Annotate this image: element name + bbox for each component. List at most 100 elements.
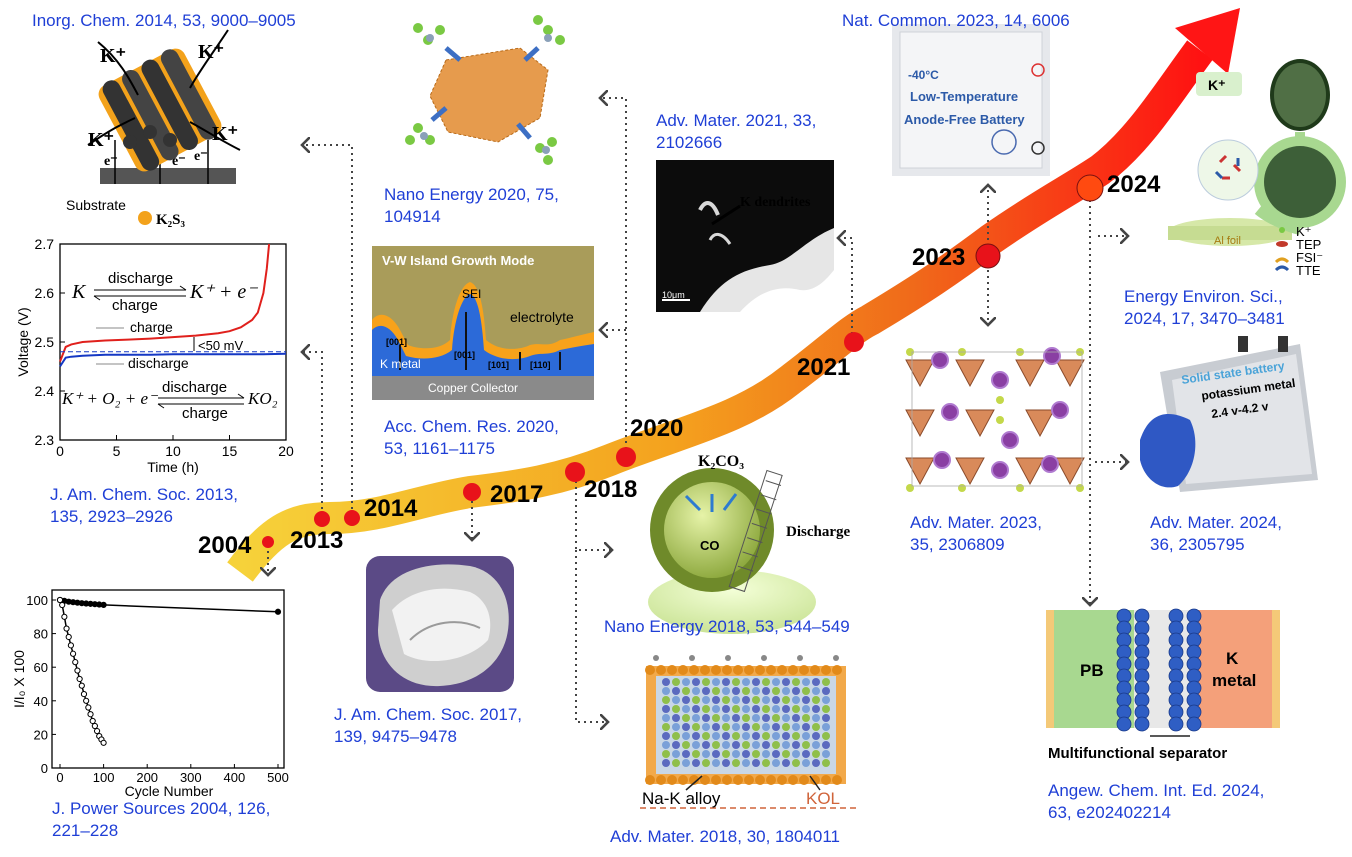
- nak-atom: [772, 723, 780, 731]
- node-2017: [463, 483, 481, 501]
- anion-atom: [1016, 484, 1024, 492]
- voltage-chart: 2.3 2.4 2.5 2.6 2.7 0 5 10 15 20 Time (h) Voltage (…: [15, 236, 294, 475]
- anion-atom: [996, 396, 1004, 404]
- cycle-xlabel: Cycle Number: [125, 783, 214, 799]
- kol-atom: [799, 775, 809, 785]
- nak-atom: [782, 696, 790, 704]
- discharge-label-2018: Discharge: [786, 524, 850, 540]
- kol-atom: [733, 665, 743, 675]
- ref-nano-2018: Nano Energy 2018, 53, 544–549: [604, 617, 850, 636]
- nak-atom: [682, 723, 690, 731]
- kol-atom: [744, 665, 754, 675]
- nak-atom: [672, 714, 680, 722]
- kol-atom: [667, 775, 677, 785]
- battery-2023-line1: Low-Temperature: [910, 89, 1018, 104]
- cycle-plot-frame: [51, 589, 285, 769]
- nak-atom: [812, 696, 820, 704]
- nak-atom: [752, 705, 760, 713]
- eq2-right: KO₂: [247, 389, 278, 408]
- nak-atom: [812, 705, 820, 713]
- separator-pb: PB: [1080, 661, 1104, 680]
- cycle-point-filled: [274, 608, 282, 615]
- eq1-discharge: discharge: [108, 270, 173, 287]
- nak-atom: [672, 732, 680, 740]
- year-2023: 2023: [912, 244, 965, 271]
- alfoil-leg-k: K⁺: [1296, 224, 1312, 239]
- nak-atom: [822, 678, 830, 686]
- k-atom: [1051, 401, 1069, 419]
- nak-atom: [722, 759, 730, 767]
- year-2018: 2018: [584, 476, 637, 503]
- vw-f001b: [001]: [454, 350, 475, 360]
- cycle-xtick-label: 500: [267, 770, 289, 785]
- cycle-xtick-label: 200: [136, 770, 158, 785]
- kol-atom: [711, 775, 721, 785]
- nak-atom: [702, 759, 710, 767]
- cycle-xtick-label: 400: [224, 770, 246, 785]
- nak-atom: [752, 723, 760, 731]
- nak-atom: [812, 714, 820, 722]
- ref-advmater-2018: Adv. Mater. 2018, 30, 1804011: [610, 827, 840, 846]
- voltage-xtick-label: 20: [278, 443, 294, 459]
- separator-bead: [1134, 716, 1150, 732]
- nak-atom: [692, 696, 700, 704]
- nak-atom: [822, 696, 830, 704]
- cycle-point-filled: [100, 601, 107, 608]
- kol-atom: [656, 775, 666, 785]
- nak-atom: [802, 750, 810, 758]
- cycle-point-open: [83, 697, 90, 704]
- nak-atom: [682, 759, 690, 767]
- voltage-ytick-label: 2.3: [35, 432, 55, 448]
- anion-atom: [1076, 484, 1084, 492]
- vw-title: V-W Island Growth Mode: [382, 253, 534, 268]
- alfoil-al-foil: Al foil: [1214, 235, 1241, 247]
- alfoil-k-plus: K⁺: [1208, 77, 1226, 93]
- k-atom: [991, 371, 1009, 389]
- tetrahedron: [955, 457, 985, 486]
- k-atom: [1041, 455, 1059, 473]
- nak-atom: [702, 750, 710, 758]
- crystal-structure: [905, 347, 1085, 492]
- nak-atom: [662, 723, 670, 731]
- nak-atom: [682, 714, 690, 722]
- cycle-point-open: [65, 633, 72, 641]
- nak-atom: [682, 696, 690, 704]
- kol-atom: [711, 665, 721, 675]
- nak-atom: [712, 759, 720, 767]
- nak-atom: [672, 723, 680, 731]
- nak-atom: [782, 678, 790, 686]
- cycle-point-open: [89, 717, 96, 725]
- nak-atom: [742, 687, 750, 695]
- node-2014: [344, 510, 360, 526]
- nak-atom: [752, 741, 760, 749]
- nak-atom: [672, 705, 680, 713]
- kol-atom: [744, 775, 754, 785]
- k-atom: [1043, 347, 1061, 365]
- tetrahedron: [905, 457, 935, 486]
- nak-atom: [782, 750, 790, 758]
- vw-f110: [110]: [530, 360, 551, 370]
- nak-atom: [792, 678, 800, 686]
- nak-atom: [752, 714, 760, 722]
- k-plus-label-3: K⁺: [88, 129, 114, 151]
- voltage-series-charge: [59, 243, 271, 362]
- vw-f101: [101]: [488, 360, 509, 370]
- nak-alloy-label: Na-K alloy: [642, 789, 721, 808]
- ref-inorg-2014: Inorg. Chem. 2014, 53, 9000–9005: [32, 11, 296, 30]
- nak-atom: [692, 678, 700, 686]
- nak-atom: [792, 687, 800, 695]
- nak-atom: [812, 678, 820, 686]
- nak-atom: [712, 714, 720, 722]
- ref-angew-2024: Angew. Chem. Int. Ed. 2024, 63, e2024022…: [1048, 781, 1265, 822]
- nak-atom: [692, 741, 700, 749]
- nak-atom: [722, 696, 730, 704]
- nak-atom: [762, 732, 770, 740]
- nak-atom: [702, 705, 710, 713]
- nak-atom: [782, 759, 790, 767]
- nak-atom: [772, 741, 780, 749]
- k2s3-illustration: [87, 29, 241, 225]
- nak-atom: [732, 696, 740, 704]
- nak-atom: [772, 714, 780, 722]
- nak-atom: [792, 723, 800, 731]
- battery-2023-line2: Anode-Free Battery: [904, 112, 1025, 127]
